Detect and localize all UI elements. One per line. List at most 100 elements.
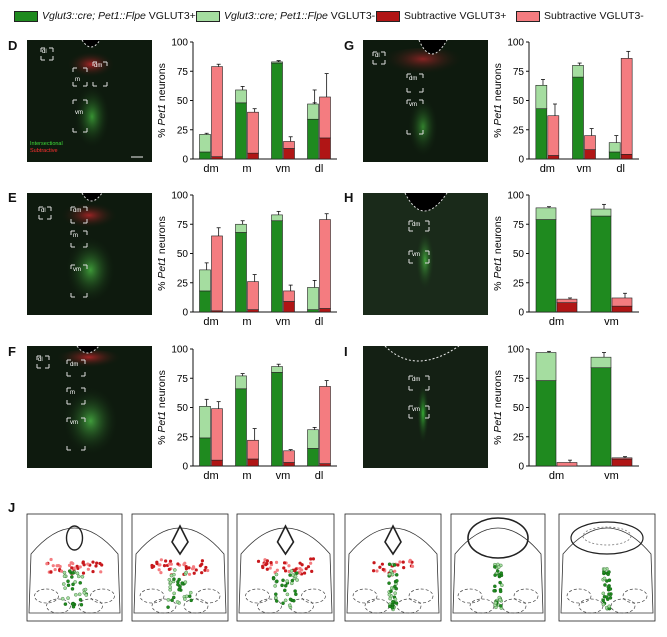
subtractive-cell-dot (298, 561, 302, 565)
micro-box-label: dm (412, 222, 421, 228)
y-tick-label: 50 (177, 96, 189, 107)
y-tick-label: 100 (507, 38, 524, 49)
intersectional-cell-dot (495, 566, 499, 570)
intersectional-cell-dot (492, 589, 496, 593)
subtractive-cell-dot (297, 570, 302, 574)
subtractive-cell-dot (200, 559, 205, 563)
intersectional-cell-dot (498, 598, 502, 602)
intersectional-cell-dot (493, 588, 497, 593)
intersectional-cell-dot (70, 575, 74, 579)
bar-subtractive-vglut3- (547, 115, 560, 156)
intersectional-cell-dot (293, 571, 298, 576)
bar-intersectional-vglut3- (590, 356, 612, 369)
subtractive-cell-dot (72, 566, 76, 570)
subtractive-cell-dot (262, 561, 266, 565)
intersectional-cell-dot (68, 569, 72, 573)
micro-intersectional-label: Intersectional (30, 141, 63, 147)
intersectional-cell-dot (275, 579, 279, 584)
y-tick-label: 0 (182, 308, 188, 319)
chart-h: 0 25 50 75 100 % Pet1 neurons dm vm (492, 191, 639, 328)
subtractive-cell-dot (383, 569, 387, 573)
y-tick-label: 100 (171, 345, 188, 356)
y-tick-label: 25 (177, 278, 189, 289)
y-axis-label: % Pet1 neurons (492, 63, 504, 138)
subtractive-cell-dot (150, 565, 154, 569)
intersectional-cell-dot (290, 573, 295, 577)
y-axis-label: % Pet1 neurons (156, 370, 168, 445)
subtractive-cell-dot (49, 569, 53, 574)
bar-intersectional-vglut3- (235, 375, 247, 390)
x-tick-label: vm (276, 163, 291, 175)
bar-intersectional-vglut3- (307, 103, 319, 120)
subtractive-cell-dot (273, 570, 277, 574)
y-tick-label: 0 (182, 462, 188, 473)
intersectional-cell-dot (499, 573, 504, 578)
intersectional-cell-dot (292, 576, 297, 580)
subtractive-cell-dot (291, 568, 295, 572)
intersectional-cell-dot (500, 583, 504, 588)
bar-intersectional-vglut3- (199, 151, 211, 160)
subtractive-cell-dot (182, 562, 186, 567)
schematic-section-6 (558, 513, 656, 622)
subtractive-cell-dot (283, 569, 288, 573)
subtractive-cell-dot (49, 557, 53, 562)
x-tick-label: dm (203, 163, 218, 175)
intersectional-cell-dot (606, 588, 611, 592)
y-tick-label: 25 (177, 432, 189, 443)
intersectional-cell-dot (74, 593, 78, 597)
micrograph-e-image (38, 193, 137, 313)
intersectional-cell-dot (71, 604, 76, 609)
y-tick-label: 25 (513, 432, 525, 443)
y-axis-label: % Pet1 neurons (492, 370, 504, 445)
intersectional-cell-dot (72, 570, 77, 574)
subtractive-cell-dot (192, 566, 196, 570)
bar-subtractive-vglut3- (247, 152, 259, 160)
bar-intersectional-vglut3- (307, 118, 319, 160)
panel-letter-j: J (8, 500, 16, 515)
subtractive-cell-dot (70, 561, 74, 565)
subtractive-cell-dot (49, 570, 53, 574)
y-tick-label: 100 (171, 38, 188, 49)
intersectional-cell-dot (498, 596, 502, 601)
bar-intersectional-vglut3- (235, 89, 247, 104)
subtractive-cell-dot (184, 565, 188, 569)
bar-subtractive-vglut3- (247, 281, 259, 310)
subtractive-cell-dot (78, 565, 82, 569)
bar-intersectional-vglut3- (535, 84, 548, 109)
intersectional-cell-dot (494, 599, 498, 603)
bar-subtractive-vglut3- (247, 439, 259, 460)
intersectional-cell-dot (393, 597, 398, 602)
subtractive-cell-dot (159, 570, 163, 575)
y-tick-label: 75 (513, 67, 525, 78)
bar-intersectional-vglut3- (271, 62, 283, 160)
intersectional-cell-dot (392, 586, 396, 590)
schematic-section-4 (344, 513, 442, 622)
subtractive-cell-dot (184, 567, 188, 571)
intersectional-cell-dot (70, 587, 75, 591)
subtractive-cell-dot (191, 565, 196, 569)
subtractive-cell-dot (261, 564, 265, 568)
intersectional-cell-dot (83, 587, 88, 592)
intersectional-cell-dot (498, 589, 503, 594)
subtractive-cell-dot (390, 573, 394, 577)
aqueduct (276, 524, 295, 556)
x-tick-label: dm (203, 470, 218, 482)
subtractive-cell-dot (150, 563, 154, 568)
subtractive-cell-dot (91, 560, 95, 564)
section-frame (236, 513, 335, 622)
intersectional-cell-dot (273, 584, 277, 588)
x-tick-label: vm (604, 470, 619, 482)
bar-intersectional-vglut3- (572, 65, 584, 78)
y-tick-label: 25 (177, 125, 189, 136)
bar-intersectional-vglut3- (199, 437, 211, 467)
chart-i: 0 25 50 75 100 % Pet1 neurons dm vm (492, 345, 639, 482)
intersectional-cell-dot (388, 602, 392, 606)
subtractive-cell-dot (182, 572, 186, 576)
y-tick-label: 25 (513, 125, 525, 136)
nucleus-outline (90, 588, 115, 604)
bar-intersectional-vglut3- (199, 290, 211, 313)
legend: Vglut3::cre; Pet1::Flpe VGLUT3+ Vglut3::… (0, 0, 667, 30)
intersectional-cell-dot (602, 601, 607, 606)
micro-box-label: dl (41, 208, 46, 214)
legend-item-intersectional-vglut3-pos: Vglut3::cre; Pet1::Flpe VGLUT3+ (14, 9, 196, 23)
